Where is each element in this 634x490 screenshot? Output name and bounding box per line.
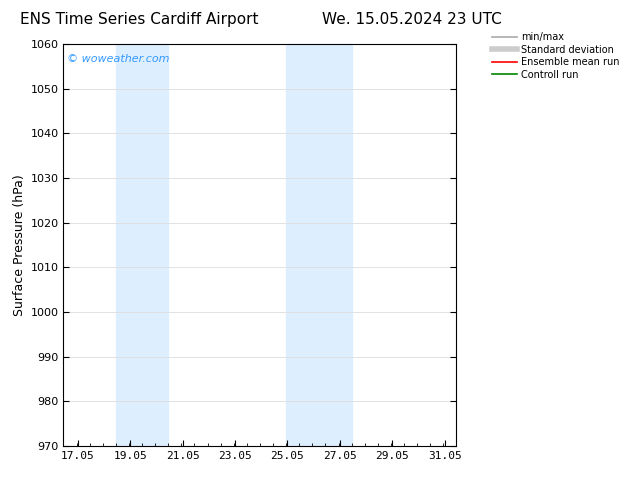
Y-axis label: Surface Pressure (hPa): Surface Pressure (hPa) <box>13 174 26 316</box>
Bar <box>286 44 352 446</box>
Bar <box>116 44 168 446</box>
Text: We. 15.05.2024 23 UTC: We. 15.05.2024 23 UTC <box>322 12 502 27</box>
Text: © woweather.com: © woweather.com <box>67 54 170 64</box>
Text: ENS Time Series Cardiff Airport: ENS Time Series Cardiff Airport <box>20 12 259 27</box>
Legend: min/max, Standard deviation, Ensemble mean run, Controll run: min/max, Standard deviation, Ensemble me… <box>489 29 623 82</box>
